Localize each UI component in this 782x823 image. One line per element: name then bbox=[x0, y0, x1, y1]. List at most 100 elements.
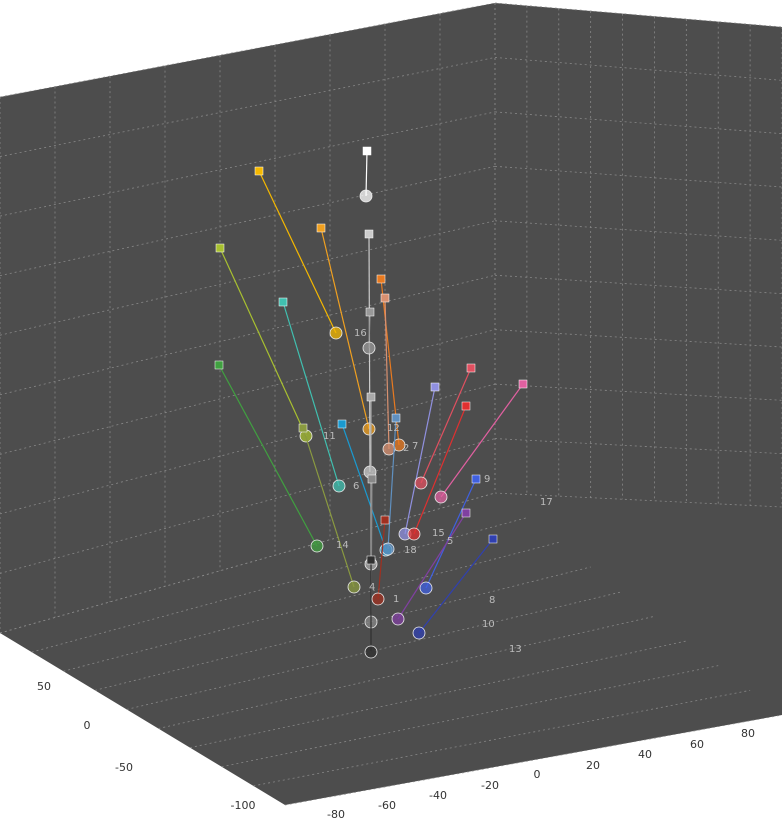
tick-label: -80 bbox=[327, 808, 345, 821]
trajectory bbox=[341, 423, 387, 551]
tick-label: 0 bbox=[534, 768, 541, 781]
end-marker bbox=[382, 442, 396, 456]
point-label: 14 bbox=[336, 540, 349, 551]
point-label: 7 bbox=[412, 441, 418, 452]
point-label: 18 bbox=[404, 545, 417, 556]
grid-line bbox=[0, 329, 496, 455]
grid-line bbox=[63, 541, 559, 672]
trajectory bbox=[302, 427, 355, 588]
end-marker bbox=[359, 189, 373, 203]
start-marker bbox=[215, 243, 225, 253]
trajectory bbox=[365, 150, 368, 197]
start-marker bbox=[298, 423, 308, 433]
trajectory bbox=[320, 227, 370, 430]
trajectory bbox=[418, 538, 494, 634]
start-marker bbox=[367, 474, 377, 484]
point-label: 10 bbox=[482, 619, 495, 630]
start-marker bbox=[488, 534, 498, 544]
point-label: 16 bbox=[354, 328, 367, 339]
grid bbox=[0, 2, 782, 806]
trajectory bbox=[425, 478, 477, 589]
end-marker bbox=[347, 580, 361, 594]
start-marker bbox=[362, 146, 372, 156]
start-marker bbox=[366, 555, 376, 565]
tick-label: 60 bbox=[690, 738, 704, 751]
start-marker bbox=[337, 419, 347, 429]
start-marker bbox=[316, 223, 326, 233]
point-label: 5 bbox=[447, 536, 453, 547]
start-marker bbox=[254, 166, 264, 176]
grid-line bbox=[94, 566, 591, 691]
point-label: 13 bbox=[509, 644, 522, 655]
end-marker bbox=[364, 645, 378, 659]
start-marker bbox=[391, 413, 401, 423]
trajectory bbox=[420, 367, 472, 484]
point-label: 2 bbox=[403, 443, 409, 454]
grid-line bbox=[0, 438, 496, 574]
end-marker bbox=[362, 341, 376, 355]
start-marker bbox=[365, 307, 375, 317]
trajectory bbox=[387, 417, 397, 550]
start-marker bbox=[466, 363, 476, 373]
start-marker bbox=[364, 229, 374, 239]
start-marker bbox=[380, 515, 390, 525]
tick-label: 0 bbox=[84, 719, 91, 732]
tick-label: 50 bbox=[37, 680, 51, 693]
labels: 50 0 -50 -100 -80 -60 -40 -20 0 20 40 60 80 16 12 72 11 6… bbox=[37, 328, 755, 821]
point-label: 8 bbox=[489, 595, 495, 606]
end-marker bbox=[362, 422, 376, 436]
point-label: 9 bbox=[484, 474, 490, 485]
end-marker bbox=[407, 527, 421, 541]
start-marker bbox=[461, 401, 471, 411]
end-marker bbox=[371, 592, 385, 606]
start-marker bbox=[380, 293, 390, 303]
trajectory bbox=[413, 405, 467, 535]
point-label: 11 bbox=[323, 431, 336, 442]
end-marker bbox=[414, 476, 428, 490]
point-label: 4 bbox=[369, 582, 375, 593]
grid-line bbox=[0, 2, 496, 98]
plot-box bbox=[0, 3, 782, 805]
grid-line bbox=[253, 689, 751, 787]
tick-label: 20 bbox=[586, 759, 600, 772]
end-marker bbox=[381, 542, 395, 556]
trajectory bbox=[219, 247, 307, 437]
grid-line bbox=[284, 714, 782, 806]
start-marker bbox=[518, 379, 528, 389]
start-marker bbox=[461, 508, 471, 518]
grid-line bbox=[31, 517, 527, 653]
tick-label: -100 bbox=[231, 799, 256, 812]
end-marker bbox=[310, 539, 324, 553]
end-marker bbox=[329, 326, 343, 340]
trajectory bbox=[404, 386, 436, 535]
point-label: 17 bbox=[540, 497, 553, 508]
tick-label: -40 bbox=[429, 789, 447, 802]
grid-line bbox=[0, 57, 496, 157]
end-marker bbox=[391, 612, 405, 626]
point-label: 1 bbox=[393, 594, 399, 605]
trajectory bbox=[397, 512, 467, 620]
grid-line bbox=[494, 2, 782, 28]
tick-label: -60 bbox=[378, 799, 396, 812]
trajectory bbox=[218, 364, 318, 547]
trajectory bbox=[384, 297, 390, 450]
grid-line bbox=[0, 111, 496, 217]
end-marker bbox=[419, 581, 433, 595]
grid-line bbox=[0, 492, 496, 634]
trajectory bbox=[440, 383, 524, 498]
marks bbox=[214, 146, 528, 659]
start-marker bbox=[366, 392, 376, 402]
end-marker bbox=[434, 490, 448, 504]
point-label: 12 bbox=[387, 423, 400, 434]
start-marker bbox=[214, 360, 224, 370]
tick-label: -20 bbox=[481, 779, 499, 792]
start-marker bbox=[430, 382, 440, 392]
point-label: 6 bbox=[353, 481, 359, 492]
tick-label: -50 bbox=[115, 761, 133, 774]
end-marker bbox=[332, 479, 346, 493]
grid-line bbox=[0, 383, 496, 515]
start-marker bbox=[471, 474, 481, 484]
point-label: 15 bbox=[432, 528, 445, 539]
tick-label: 80 bbox=[741, 727, 755, 740]
